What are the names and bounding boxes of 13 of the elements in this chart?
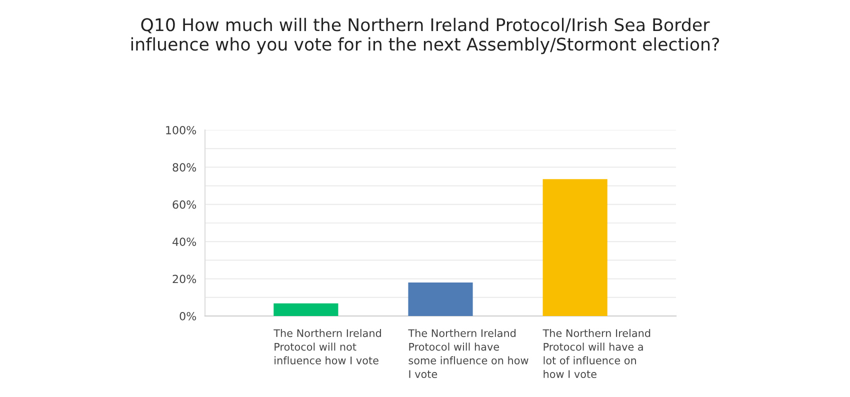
bar <box>542 179 608 316</box>
chart-title: Q10 How much will the Northern Ireland Protocol/Irish Sea Border influence who you vote for in the next Assembly/Stormont election? <box>131 18 720 54</box>
x-tick-label: The Northern Ireland Protocol will have some influence on how I vote <box>408 329 528 378</box>
bar <box>274 303 338 316</box>
y-tick-label: 60% <box>172 200 196 209</box>
y-tick-label: 100% <box>166 126 196 134</box>
bar <box>408 282 473 316</box>
x-tick-label: The Northern Ireland Protocol will have a lot of influence on how I vote <box>542 329 650 378</box>
y-tick-label: 40% <box>172 238 196 246</box>
x-tick-label: The Northern Ireland Protocol will not influence how I vote <box>274 329 381 364</box>
y-tick-label: 0% <box>180 312 196 320</box>
y-tick-label: 80% <box>172 163 196 172</box>
y-tick-label: 20% <box>172 274 196 284</box>
